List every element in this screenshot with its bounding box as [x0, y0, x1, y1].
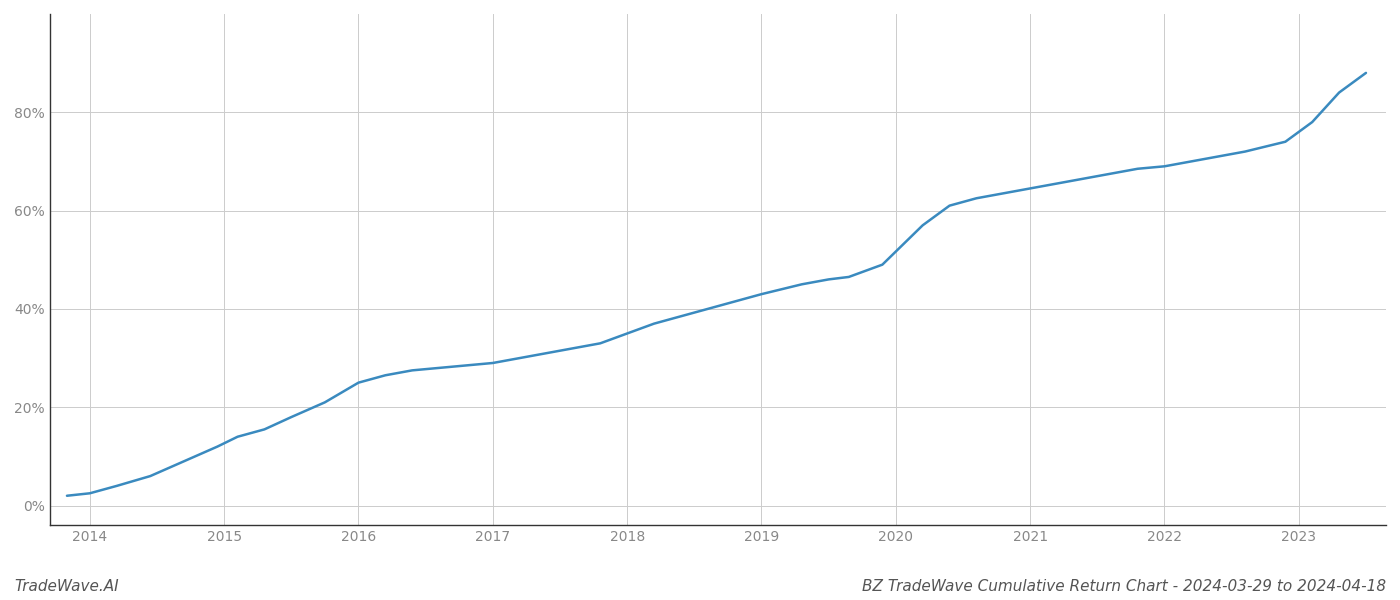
Text: TradeWave.AI: TradeWave.AI [14, 579, 119, 594]
Text: BZ TradeWave Cumulative Return Chart - 2024-03-29 to 2024-04-18: BZ TradeWave Cumulative Return Chart - 2… [862, 579, 1386, 594]
